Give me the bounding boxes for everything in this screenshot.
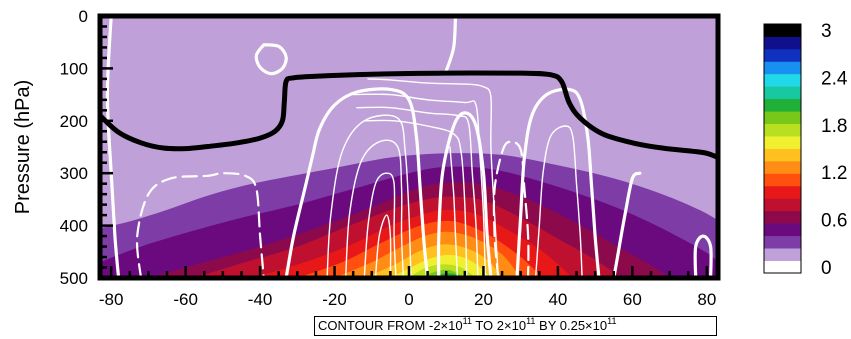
contour-line [449,146,459,278]
x-tick-label: 40 [548,290,567,309]
colorbar-border [763,23,802,274]
contour-note-from-exp: 11 [462,316,472,326]
y-tick-label: 200 [60,112,88,131]
colorbar-swatch [764,111,801,124]
x-tick-label: -60 [173,290,198,309]
colorbar-swatch [764,185,801,199]
contour-note-to: 2×10 [496,318,527,333]
x-axis: -80 -60 -40 -20 0 20 40 60 80 [99,266,716,309]
y-tick-label: 100 [60,59,88,78]
y-tick-label: 500 [60,269,88,288]
colorbar-swatch [764,173,801,187]
y-tick-label: 400 [60,217,88,236]
contour-line [352,93,486,278]
x-tick-label: -40 [248,290,273,309]
contour-note-to-exp: 11 [526,316,536,326]
colorbar-tick-label: 0 [821,258,832,279]
colorbar-tick-label: 2.4 [821,69,848,90]
contour-line [534,125,583,278]
thick-contour [100,70,718,160]
colorbar-swatch [764,98,801,112]
y-axis-title: Pressure (hPa) [12,80,34,215]
colorbar-swatch [764,248,801,261]
colorbar-swatch [764,24,801,37]
x-tick-label: 20 [474,290,493,309]
contour-line [693,234,713,278]
colorbar-tick-label: 3 [821,21,832,42]
contour-note-from: -2×10 [428,318,463,333]
contour-note-by-exp: 11 [607,316,617,326]
colorbar-swatch [764,235,801,249]
x-tick-label: -80 [99,290,124,309]
contour-line [367,78,499,278]
y-tick-label: 300 [60,164,88,183]
line-contours [105,16,713,278]
colorbar-swatch [764,73,801,87]
x-tick-label: 80 [697,290,716,309]
colorbar-swatch [764,210,801,224]
contour-line [612,171,642,278]
thick-contour-line [100,70,718,160]
colorbar-tick-label: 1.2 [821,163,847,184]
contour-line [356,106,479,278]
contour-line [254,43,288,76]
contour-line [284,87,430,278]
contour-note: CONTOUR FROM -2×1011 TO 2×1011 BY 0.25×1… [314,316,717,336]
colorbar-swatch [764,36,801,50]
contour-note-by-word: BY [535,318,560,333]
contour-line [363,172,397,278]
contour-line [345,139,405,278]
colorbar-tick-label: 0.6 [821,210,847,231]
colorbar-swatch [764,160,801,174]
colorbar-swatch [764,136,801,149]
contour-note-prefix: CONTOUR FROM [318,318,429,333]
contour-note-by: 0.25×10 [559,318,608,333]
contour-line [363,119,468,278]
colorbar-swatch [764,198,801,212]
contour-line [374,214,392,278]
x-tick-label: 0 [404,290,413,309]
x-tick-label: 60 [623,290,642,309]
colorbar-swatch [764,48,801,62]
colorbar-swatch [764,61,801,75]
colorbar-swatch [764,148,801,162]
colorbar-swatch [764,260,801,274]
contour-line [135,172,265,278]
colorbar-swatch [764,123,801,137]
contour-note-to-word: TO [471,318,497,333]
colorbar: 0 0.6 1.2 1.8 2.4 3 [763,21,848,279]
x-tick-label: -20 [322,290,347,309]
contour-line [326,114,412,278]
y-axis: 0 100 200 300 400 500 [60,7,113,288]
colorbar-tick-label: 1.8 [821,116,847,137]
contour-line [492,140,530,278]
colorbar-swatch [764,223,801,237]
contour-line [444,16,458,73]
y-tick-label: 0 [79,7,88,26]
contour-line [436,111,493,278]
colorbar-swatch [764,86,801,100]
